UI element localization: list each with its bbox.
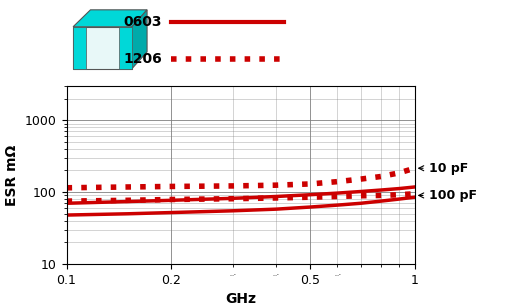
Text: 1206: 1206 (123, 52, 162, 66)
X-axis label: GHz: GHz (225, 292, 256, 306)
Y-axis label: ESR mΩ: ESR mΩ (6, 144, 19, 206)
Polygon shape (132, 10, 147, 69)
Text: 0603: 0603 (124, 15, 162, 29)
Text: 100 pF: 100 pF (419, 189, 477, 202)
Polygon shape (73, 27, 132, 69)
Polygon shape (119, 27, 132, 69)
Polygon shape (73, 10, 147, 27)
Polygon shape (73, 27, 86, 69)
Text: 10 pF: 10 pF (419, 162, 468, 175)
